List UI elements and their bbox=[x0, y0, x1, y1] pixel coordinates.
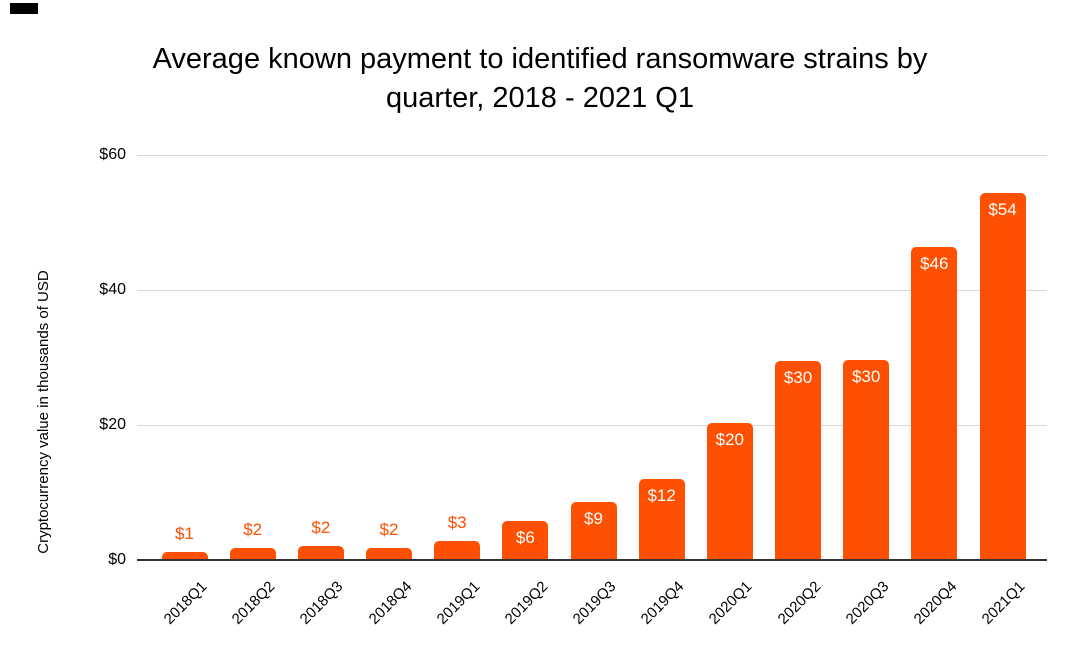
x-axis-label: 2018Q2 bbox=[228, 578, 279, 628]
bar-value-label: $2 bbox=[379, 520, 399, 540]
x-axis-label: 2019Q3 bbox=[569, 578, 620, 628]
bar bbox=[775, 361, 821, 559]
chart-title: Average known payment to identified rans… bbox=[0, 40, 1080, 118]
bar-value-label: $2 bbox=[243, 520, 263, 540]
bar bbox=[911, 247, 958, 559]
chart-title-line-2: quarter, 2018 - 2021 Q1 bbox=[386, 82, 694, 114]
x-axis-label: 2020Q1 bbox=[706, 578, 756, 628]
gridline bbox=[137, 155, 1047, 156]
bar-value-label: $2 bbox=[311, 518, 331, 538]
x-axis-label: 2018Q1 bbox=[160, 578, 211, 628]
bar bbox=[229, 548, 276, 559]
x-axis-label: 2018Q4 bbox=[365, 578, 416, 628]
gridline bbox=[137, 290, 1047, 291]
bar bbox=[979, 193, 1026, 559]
bar bbox=[434, 540, 481, 559]
bar-value-label: $6 bbox=[515, 528, 535, 548]
bar bbox=[366, 548, 412, 559]
bar bbox=[843, 359, 890, 559]
bar-value-label: $1 bbox=[175, 524, 194, 544]
y-tick-label: $60 bbox=[99, 146, 126, 163]
chart-title-line-1: Average known payment to identified rans… bbox=[152, 43, 928, 75]
x-axis-baseline bbox=[137, 559, 1047, 561]
bar-value-label: $30 bbox=[851, 366, 881, 386]
x-axis-label: 2019Q1 bbox=[433, 578, 484, 628]
bar-value-label: $9 bbox=[584, 509, 603, 529]
x-axis-label: 2020Q2 bbox=[774, 578, 825, 628]
x-axis-label: 2019Q2 bbox=[501, 578, 552, 628]
y-tick-label: $0 bbox=[108, 551, 126, 568]
x-axis-label: 2018Q3 bbox=[297, 578, 347, 628]
bar-value-label: $30 bbox=[783, 368, 813, 388]
bar-value-label: $54 bbox=[988, 200, 1017, 220]
x-axis-label: 2019Q4 bbox=[637, 578, 688, 628]
bar bbox=[161, 552, 208, 559]
bar-value-label: $12 bbox=[647, 485, 676, 505]
bar bbox=[297, 546, 344, 559]
gridline bbox=[137, 425, 1047, 426]
screenshot-corner-mark bbox=[10, 3, 38, 14]
bar-value-label: $3 bbox=[447, 512, 467, 532]
y-tick-label: $20 bbox=[99, 416, 126, 433]
bar bbox=[706, 423, 753, 559]
bar-value-label: $46 bbox=[920, 254, 949, 274]
bar-value-label: $20 bbox=[715, 430, 745, 450]
x-axis-label: 2020Q4 bbox=[910, 578, 961, 628]
x-axis-label: 2021Q1 bbox=[978, 578, 1029, 628]
bar bbox=[638, 478, 685, 559]
x-axis-label: 2020Q3 bbox=[842, 578, 893, 628]
bar bbox=[570, 502, 617, 559]
y-tick-label: $40 bbox=[99, 281, 126, 298]
bar bbox=[502, 521, 549, 559]
